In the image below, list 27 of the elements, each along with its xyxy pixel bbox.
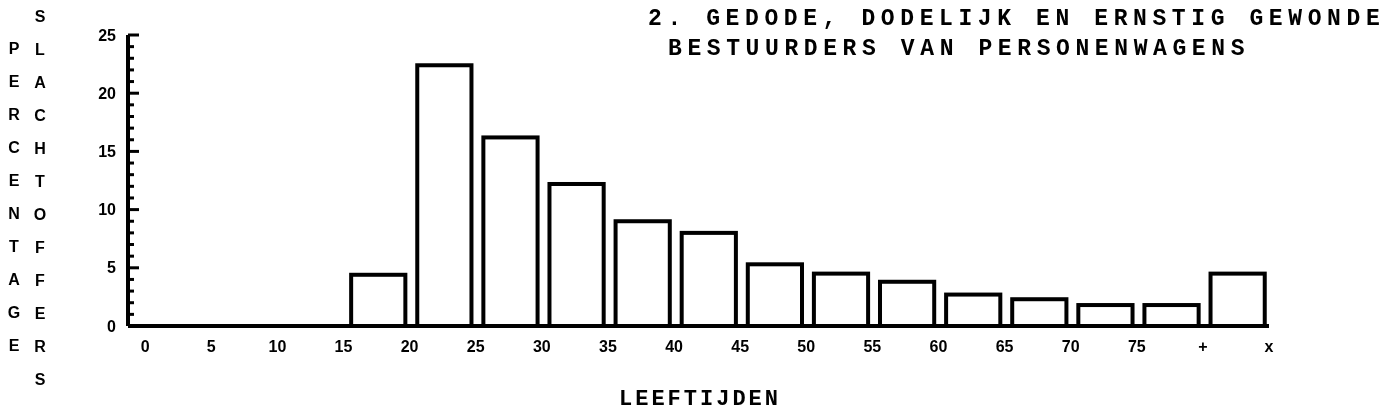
x-tick-label: 70 [1061, 337, 1080, 355]
y-tick-label: 0 [107, 317, 117, 335]
x-tick-label: 30 [532, 337, 551, 355]
y-tick-label: 25 [98, 26, 117, 44]
y-tick-label: 20 [98, 84, 117, 102]
x-tick-label: 45 [731, 337, 750, 355]
x-tick-label: 50 [797, 337, 816, 355]
x-tick-label: x [1264, 337, 1274, 355]
x-tick-label: 55 [863, 337, 882, 355]
x-tick-label: + [1198, 337, 1208, 355]
x-tick-label: 10 [268, 337, 287, 355]
y-tick-label: 10 [98, 201, 117, 219]
x-tick-label: 75 [1127, 337, 1146, 355]
x-tick-label: 35 [599, 337, 617, 355]
x-tick-label: 60 [929, 337, 948, 355]
y-tick-label: 15 [98, 143, 117, 160]
x-tick-label: 40 [665, 337, 684, 355]
x-tick-label: 20 [400, 337, 419, 355]
y-tick-label: 5 [107, 259, 117, 277]
x-tick-label: 25 [466, 337, 485, 355]
x-tick-label: 0 [140, 337, 150, 355]
y-axis-title: PERCENTAGE SLACHTOFFERS [5, 8, 49, 404]
x-tick-label: 5 [206, 337, 216, 355]
x-tick-label: 15 [334, 337, 353, 355]
chart-title: 2. GEDODE, DODELIJK EN ERNSTIG GEWONDE BESTUURDERS VAN PERSONENWAGENS [648, 6, 1386, 63]
x-tick-label: 65 [995, 337, 1014, 355]
x-axis-title: LEEFTIJDEN [618, 386, 782, 412]
